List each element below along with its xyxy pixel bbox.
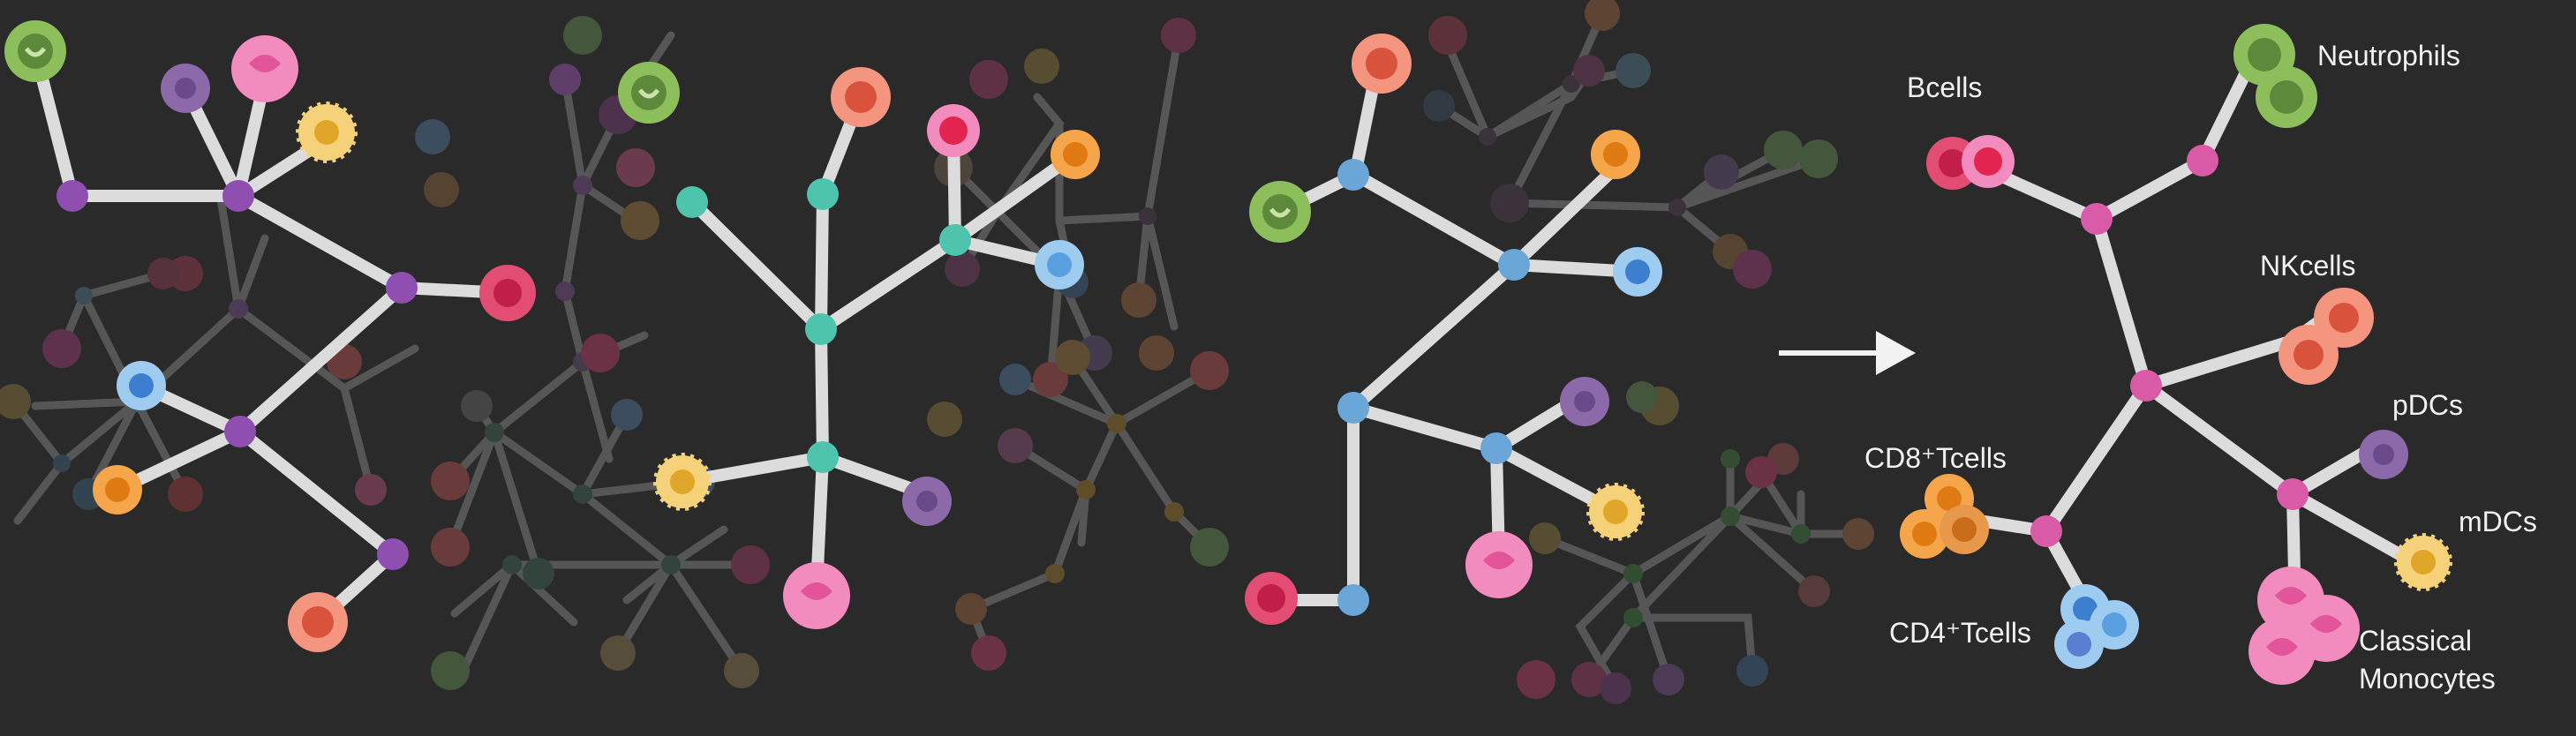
cell-icons	[4, 20, 1662, 652]
label-bcells: Bcells	[1907, 71, 1983, 103]
neutrophils-icon	[2233, 24, 2317, 128]
cd4-icon	[1035, 240, 1084, 289]
cd8-tcells-icon	[1900, 474, 1989, 559]
cd8-icon	[1051, 130, 1100, 179]
neutrophil-icon	[1249, 181, 1311, 243]
label-classical-monocytes-line1: Classical	[2359, 625, 2473, 657]
bcell-icon	[1245, 572, 1298, 625]
monocyte-icon	[231, 35, 298, 102]
nk-cell-icon	[831, 67, 891, 127]
label-pdcs: pDCs	[2392, 389, 2464, 421]
cd4-tcells-icon	[2054, 584, 2139, 669]
mdc-icon	[296, 101, 358, 163]
summary-cell-icons	[1900, 24, 2452, 685]
label-classical-monocytes-line2: Monocytes	[2359, 663, 2496, 695]
label-cd4-tcells: CD4⁺Tcells	[1889, 617, 2031, 649]
arrow-right-icon	[1779, 331, 1916, 375]
tree-nodes	[56, 145, 2309, 616]
label-neutrophils: Neutrophils	[2317, 40, 2460, 71]
label-mdcs: mDCs	[2459, 506, 2537, 537]
pdcs-icon	[2359, 430, 2408, 479]
bcell-icon	[927, 104, 980, 157]
nk-cell-icon	[288, 592, 348, 652]
monocyte-icon	[1465, 531, 1533, 598]
cd4-icon	[117, 361, 166, 410]
cd8-icon	[1591, 130, 1640, 179]
monocyte-icon	[783, 562, 850, 629]
mdc-icon	[1586, 483, 1645, 541]
pdc-icon	[161, 64, 210, 113]
classical-monocytes-icon	[2248, 567, 2360, 685]
label-cd8-tcells: CD8⁺Tcells	[1864, 442, 2007, 474]
mdcs-icon	[2394, 533, 2452, 591]
neutrophil-icon	[618, 62, 680, 124]
neutrophil-icon	[4, 20, 66, 82]
mdc-icon	[653, 453, 712, 511]
nkcells-icon	[2278, 288, 2374, 385]
label-nkcells: NKcells	[2260, 250, 2356, 282]
nk-cell-icon	[1352, 34, 1412, 94]
cd8-icon	[93, 465, 142, 514]
cd4-icon	[1613, 247, 1662, 297]
pdc-icon	[1560, 377, 1609, 426]
faded-background-trees	[0, 0, 1874, 704]
bcells-icon	[1926, 135, 2015, 190]
pdc-icon	[902, 477, 952, 526]
bcell-icon	[479, 265, 536, 321]
